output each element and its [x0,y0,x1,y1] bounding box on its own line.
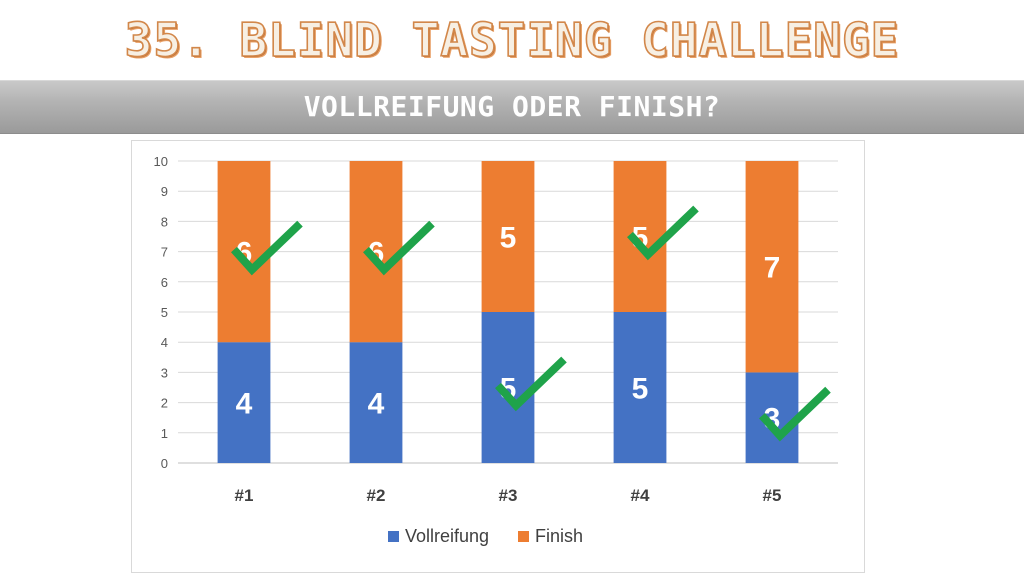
x-tick-label: #4 [631,486,650,505]
y-axis-ticks: 0 1 2 3 4 5 6 7 8 9 10 [154,154,168,471]
y-tick-label: 9 [161,184,168,199]
subtitle: VOLLREIFUNG ODER FINISH? [303,90,721,123]
bar-finish-2 [349,161,403,343]
y-tick-label: 2 [161,396,168,411]
bar-vollreifung-3 [481,312,535,463]
bar-vollreifung-1 [217,342,271,463]
x-tick-label: #3 [499,486,518,505]
checkmark-icon [495,356,567,412]
checkmark-icon [759,386,831,442]
y-tick-label: 4 [161,335,168,350]
data-label: 4 [368,388,385,421]
x-tick-label: #2 [367,486,386,505]
main-title: 35. BLIND TASTING CHALLENGE [124,12,900,68]
y-tick-label: 5 [161,305,168,320]
y-tick-label: 0 [161,456,168,471]
checkmark-icon [363,220,435,276]
bar-vollreifung-5 [745,372,799,463]
checkmark-icon [627,205,699,261]
x-tick-label: #5 [763,486,782,505]
bar-finish-3 [481,161,535,312]
legend-label-finish: Finish [535,526,583,546]
y-tick-label: 8 [161,214,168,229]
checkmark-icon [231,220,303,276]
x-axis-ticks: #1 #2 #3 #4 #5 [235,486,782,505]
data-label: 4 [236,388,253,421]
y-tick-label: 6 [161,275,168,290]
bars [217,161,799,463]
legend-label-vollreifung: Vollreifung [405,526,489,546]
legend-swatch-vollreifung [388,531,399,542]
bar-finish-5 [745,161,799,373]
y-tick-label: 3 [161,365,168,380]
data-label: 5 [500,222,517,255]
data-label: 5 [632,373,649,406]
data-label: 7 [764,252,781,285]
bar-finish-1 [217,161,271,343]
legend: Vollreifung Finish [388,526,583,546]
y-tick-label: 1 [161,426,168,441]
x-tick-label: #1 [235,486,254,505]
legend-swatch-finish [518,531,529,542]
y-tick-label: 10 [154,154,168,169]
bar-finish-4 [613,161,667,312]
checkmarks [231,205,831,442]
bar-vollreifung-4 [613,312,667,463]
bar-vollreifung-2 [349,342,403,463]
subtitle-band: VOLLREIFUNG ODER FINISH? [0,80,1024,134]
y-tick-label: 7 [161,245,168,260]
